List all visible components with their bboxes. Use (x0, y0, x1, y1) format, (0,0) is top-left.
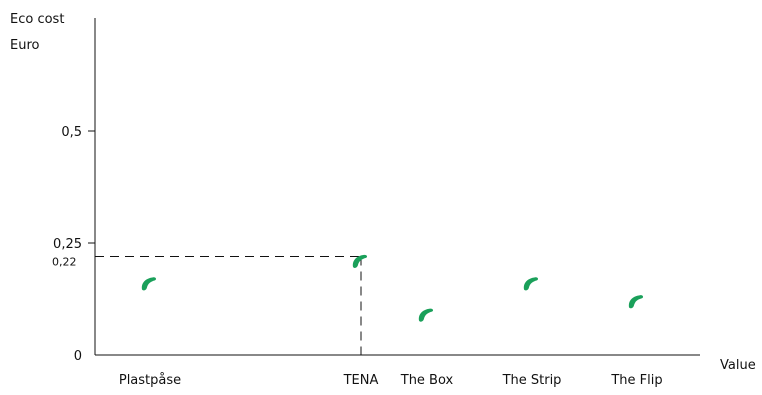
x-category-label: TENA (343, 373, 379, 388)
data-point-marker (628, 295, 644, 309)
y-tick-label: 0,25 (53, 237, 82, 252)
y-axis-title-line2: Euro (10, 38, 40, 53)
reference-value-label: 0,22 (52, 255, 77, 268)
x-category-label: The Box (400, 373, 454, 388)
x-category-label: The Flip (610, 373, 662, 388)
y-tick-label: 0 (74, 349, 82, 364)
x-axis-title: Value (720, 358, 756, 373)
data-point-marker (352, 254, 368, 268)
x-category-label: Plastpåse (119, 373, 181, 388)
data-point-marker (141, 277, 157, 291)
x-category-label: The Strip (502, 373, 562, 388)
y-axis-title-line1: Eco cost (10, 12, 64, 27)
data-point-marker (523, 277, 539, 291)
y-tick-label: 0,5 (61, 125, 82, 140)
data-point-marker (418, 308, 434, 322)
